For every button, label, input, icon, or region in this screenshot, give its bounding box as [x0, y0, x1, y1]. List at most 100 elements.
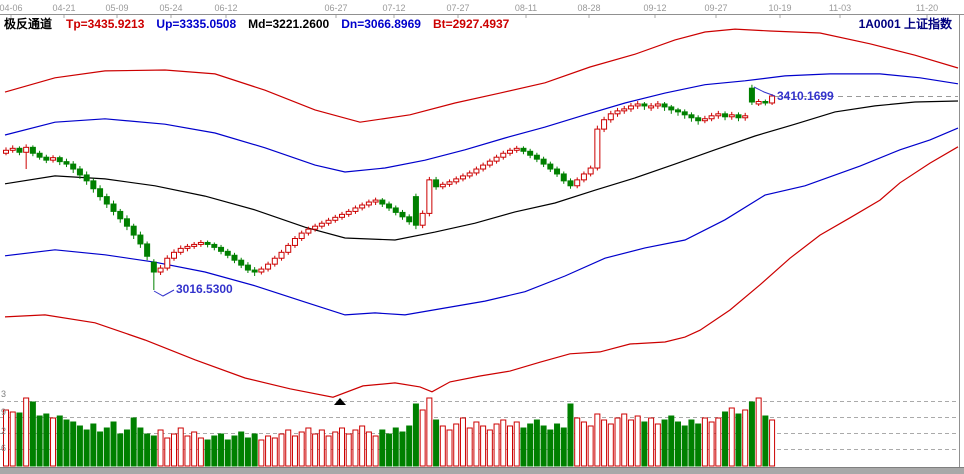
- candle: [123, 218, 130, 227]
- candle: [90, 180, 97, 190]
- x-axis-label: 06-12: [214, 3, 237, 13]
- candle: [614, 110, 621, 115]
- candle: [722, 113, 729, 118]
- volume-bar: [580, 421, 587, 467]
- x-axis-label: 05-24: [159, 3, 182, 13]
- volume-bar: [70, 421, 77, 467]
- candle: [318, 222, 325, 227]
- volume-bar: [486, 429, 493, 467]
- candle: [493, 156, 500, 162]
- candle: [305, 228, 312, 234]
- candle: [587, 167, 594, 175]
- volume-bar: [197, 437, 204, 467]
- candle: [352, 207, 359, 212]
- volume-bar: [473, 421, 480, 467]
- volume-bar: [365, 431, 372, 467]
- volume-bar: [211, 435, 218, 467]
- candle: [446, 181, 453, 185]
- volume-bar: [540, 425, 547, 467]
- volume-bar: [769, 419, 776, 467]
- candle: [547, 163, 554, 170]
- volume-bar: [648, 417, 655, 467]
- candle: [507, 149, 513, 154]
- volume-bar: [305, 427, 312, 467]
- band-line-Up: [4, 73, 959, 173]
- candle: [164, 257, 171, 269]
- x-axis-label: 08-28: [577, 3, 600, 13]
- candle: [748, 87, 755, 103]
- volume-bar: [164, 437, 171, 467]
- candle: [419, 212, 426, 226]
- candle: [769, 95, 776, 104]
- candle: [480, 164, 487, 170]
- annotation-last-pointer: [753, 86, 776, 97]
- volume-bar: [668, 415, 675, 467]
- x-axis-label: 07-12: [382, 3, 405, 13]
- bottom-scrollbar[interactable]: [0, 467, 964, 474]
- x-axis-label: 07-27: [446, 3, 469, 13]
- volume-bar: [520, 427, 527, 467]
- volume-bar: [50, 417, 57, 467]
- volume-bar: [191, 431, 198, 467]
- volume-bar: [439, 425, 446, 467]
- candle: [634, 103, 641, 107]
- candle: [627, 105, 634, 110]
- candle: [130, 225, 137, 236]
- volume-bar: [298, 431, 305, 467]
- volume-bar: [661, 419, 668, 467]
- volume-bar: [3, 409, 9, 467]
- candle: [439, 183, 446, 188]
- candle: [500, 152, 507, 158]
- volume-bar: [16, 412, 23, 467]
- volume-bar: [184, 435, 191, 467]
- x-axis-label: 11-03: [829, 3, 851, 13]
- volume-bar: [218, 433, 225, 467]
- candle: [265, 263, 272, 270]
- candle: [527, 150, 534, 156]
- volume-bar: [399, 431, 406, 467]
- volume-bar: [675, 421, 681, 467]
- volume-bar: [352, 429, 359, 467]
- candle: [654, 103, 661, 107]
- candle: [211, 243, 218, 248]
- volume-bar: [412, 403, 419, 467]
- candle: [157, 267, 164, 273]
- x-axis-label: 06-27: [324, 3, 347, 13]
- volume-bar: [554, 423, 561, 467]
- candle: [43, 156, 50, 161]
- volume-bar: [627, 419, 634, 467]
- volume-bar: [265, 435, 272, 467]
- volume-bar: [607, 423, 614, 467]
- candle: [204, 241, 211, 245]
- candle: [540, 158, 547, 165]
- candle: [567, 180, 574, 187]
- volume-bar: [318, 429, 325, 467]
- candle: [339, 213, 345, 218]
- volume-bar: [117, 433, 124, 467]
- volume-bar: [701, 417, 708, 467]
- candle: [325, 219, 332, 224]
- volume-bar: [339, 427, 345, 467]
- volume-bar: [560, 427, 567, 467]
- volume-bar: [433, 419, 440, 467]
- volume-bar: [345, 433, 352, 467]
- candle: [668, 106, 675, 111]
- candle: [762, 101, 769, 104]
- candle: [137, 234, 144, 245]
- candle: [271, 257, 278, 265]
- candle: [224, 250, 231, 256]
- volume-bars: [3, 397, 776, 467]
- candle: [715, 113, 722, 117]
- candle: [50, 157, 57, 161]
- candle: [406, 216, 413, 223]
- candle: [150, 261, 157, 273]
- volume-bar: [748, 401, 755, 467]
- candle: [681, 111, 688, 116]
- volume-bar: [688, 419, 695, 467]
- candle: [379, 199, 386, 205]
- candle: [574, 179, 581, 187]
- candle: [392, 207, 399, 213]
- volume-bar: [728, 407, 735, 467]
- candle: [110, 203, 117, 212]
